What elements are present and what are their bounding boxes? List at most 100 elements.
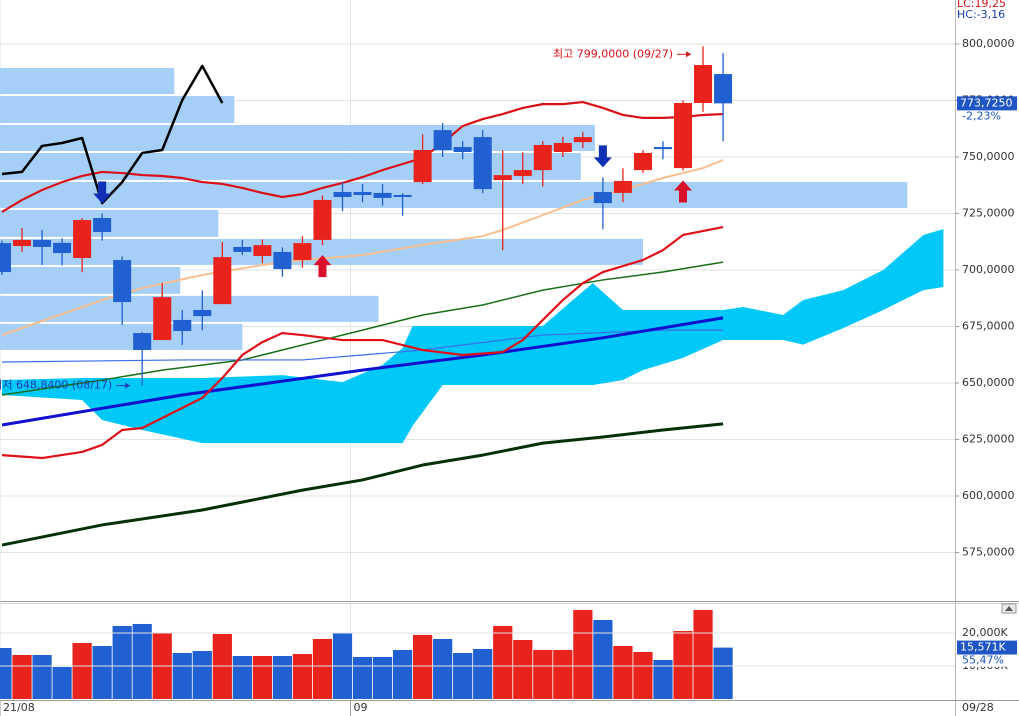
- signal-arrow: [93, 181, 112, 204]
- volume-profile-band: [0, 181, 908, 208]
- volume-profile-band: [0, 323, 243, 350]
- candle-body: [293, 243, 312, 261]
- volume-bar: [713, 647, 733, 699]
- candle-body: [453, 147, 472, 153]
- volume-bar: [473, 649, 493, 699]
- volume-bar: [493, 626, 513, 699]
- signal-arrow: [313, 255, 332, 278]
- indicator-line: [1, 225, 724, 460]
- x-tick-label: 09: [354, 701, 368, 714]
- volume-bar: [52, 666, 72, 699]
- lc-indicator: LC:19,25: [957, 0, 1006, 10]
- y-tick-label: 750,0000: [962, 150, 1015, 163]
- volume-profile-band: [0, 125, 595, 152]
- y-tick-label: 700,0000: [962, 263, 1015, 276]
- candle-body: [473, 137, 492, 190]
- candle-body: [533, 145, 552, 171]
- candle-body: [53, 242, 72, 254]
- last-date: 09/28: [962, 701, 994, 714]
- candle-body: [93, 218, 112, 233]
- volume-bar: [92, 646, 112, 699]
- volume-bar: [372, 656, 393, 699]
- x-tick-label: 21/08: [3, 701, 35, 714]
- y-tick-label: 725,0000: [962, 206, 1015, 219]
- volume-bar: [533, 649, 553, 699]
- hc-indicator: HC:-3,16: [957, 8, 1005, 21]
- candle-body: [613, 180, 632, 193]
- volume-profile-band: [0, 68, 175, 95]
- price-pane: 최고 799,0000 (09/27) 최저 648,8400 (08/17): [0, 0, 955, 600]
- indicator-line: [1, 261, 724, 396]
- volume-bar: [613, 646, 633, 699]
- last-volume-box: [957, 640, 1017, 655]
- candle-body: [373, 192, 392, 198]
- indicator-line: [1, 316, 724, 427]
- volume-profile-band: [0, 295, 379, 322]
- volume-bar: [653, 659, 673, 699]
- volume-bar: [573, 609, 593, 699]
- candle-body: [513, 170, 532, 176]
- y-tick-label: 800,0000: [962, 37, 1015, 50]
- candle-body: [593, 192, 612, 204]
- last-price-label: 773,7250: [960, 96, 1013, 109]
- candle-body: [173, 319, 192, 332]
- candle-body: [253, 245, 272, 256]
- volume-bar: [433, 639, 453, 699]
- candle-body: [573, 137, 592, 143]
- candle-body: [73, 220, 92, 259]
- candle-body: [193, 310, 212, 317]
- candle-body: [393, 194, 412, 198]
- volume-bar: [292, 653, 313, 699]
- volume-bar: [192, 651, 212, 699]
- volume-bar: [72, 642, 92, 699]
- indicator-line: [1, 159, 724, 337]
- signal-arrow: [593, 145, 612, 168]
- candle-body: [273, 251, 292, 270]
- indicator-line: [1, 100, 724, 213]
- candle-body: [233, 246, 252, 252]
- last-price-box: [957, 96, 1017, 111]
- volume-bar: [132, 623, 152, 699]
- volume-bar: [413, 635, 433, 699]
- candle-body: [13, 239, 32, 247]
- volume-tick-label: 20,000K: [962, 626, 1008, 639]
- volume-bar: [392, 649, 413, 699]
- candle-body: [133, 333, 152, 351]
- volume-profile-band: [0, 96, 235, 124]
- volume-bar: [252, 655, 272, 699]
- volume-bar: [693, 609, 713, 699]
- volume-bar: [312, 639, 333, 699]
- annotation-label: 최고 799,0000 (09/27): [553, 47, 673, 60]
- candle-body: [353, 192, 372, 195]
- candle-body: [653, 147, 672, 150]
- last-volume-label: 15,571K: [960, 641, 1006, 654]
- candle-body: [633, 152, 652, 171]
- volume-profile-band: [0, 266, 181, 294]
- volume-ratio-bg: [957, 654, 1017, 667]
- pane-button-icon: [1005, 606, 1013, 611]
- candle-body: [113, 260, 132, 303]
- candle-body: [333, 192, 352, 198]
- indicator-line: [1, 422, 724, 547]
- volume-bar: [12, 655, 32, 699]
- volume-bar: [553, 649, 573, 699]
- annotation-arrowhead: [686, 51, 692, 58]
- y-tick-label: 625,0000: [962, 432, 1015, 445]
- candle-body: [413, 149, 432, 183]
- y-tick-label: 675,0000: [962, 319, 1015, 332]
- volume-pane: [0, 603, 955, 700]
- volume-bar: [352, 656, 373, 699]
- candle-body: [433, 130, 452, 150]
- volume-bar: [32, 655, 52, 699]
- annotation-label: 최저 648,8400 (08/17): [0, 379, 112, 392]
- indicator-line: [1, 64, 224, 205]
- candle-body: [553, 142, 572, 153]
- volume-bar: [232, 655, 252, 699]
- volume-bar: [172, 652, 192, 699]
- volume-bar: [673, 631, 693, 699]
- volume-ratio: 55,47%: [962, 654, 1004, 667]
- volume-bar: [593, 619, 613, 699]
- candle-body: [33, 239, 52, 247]
